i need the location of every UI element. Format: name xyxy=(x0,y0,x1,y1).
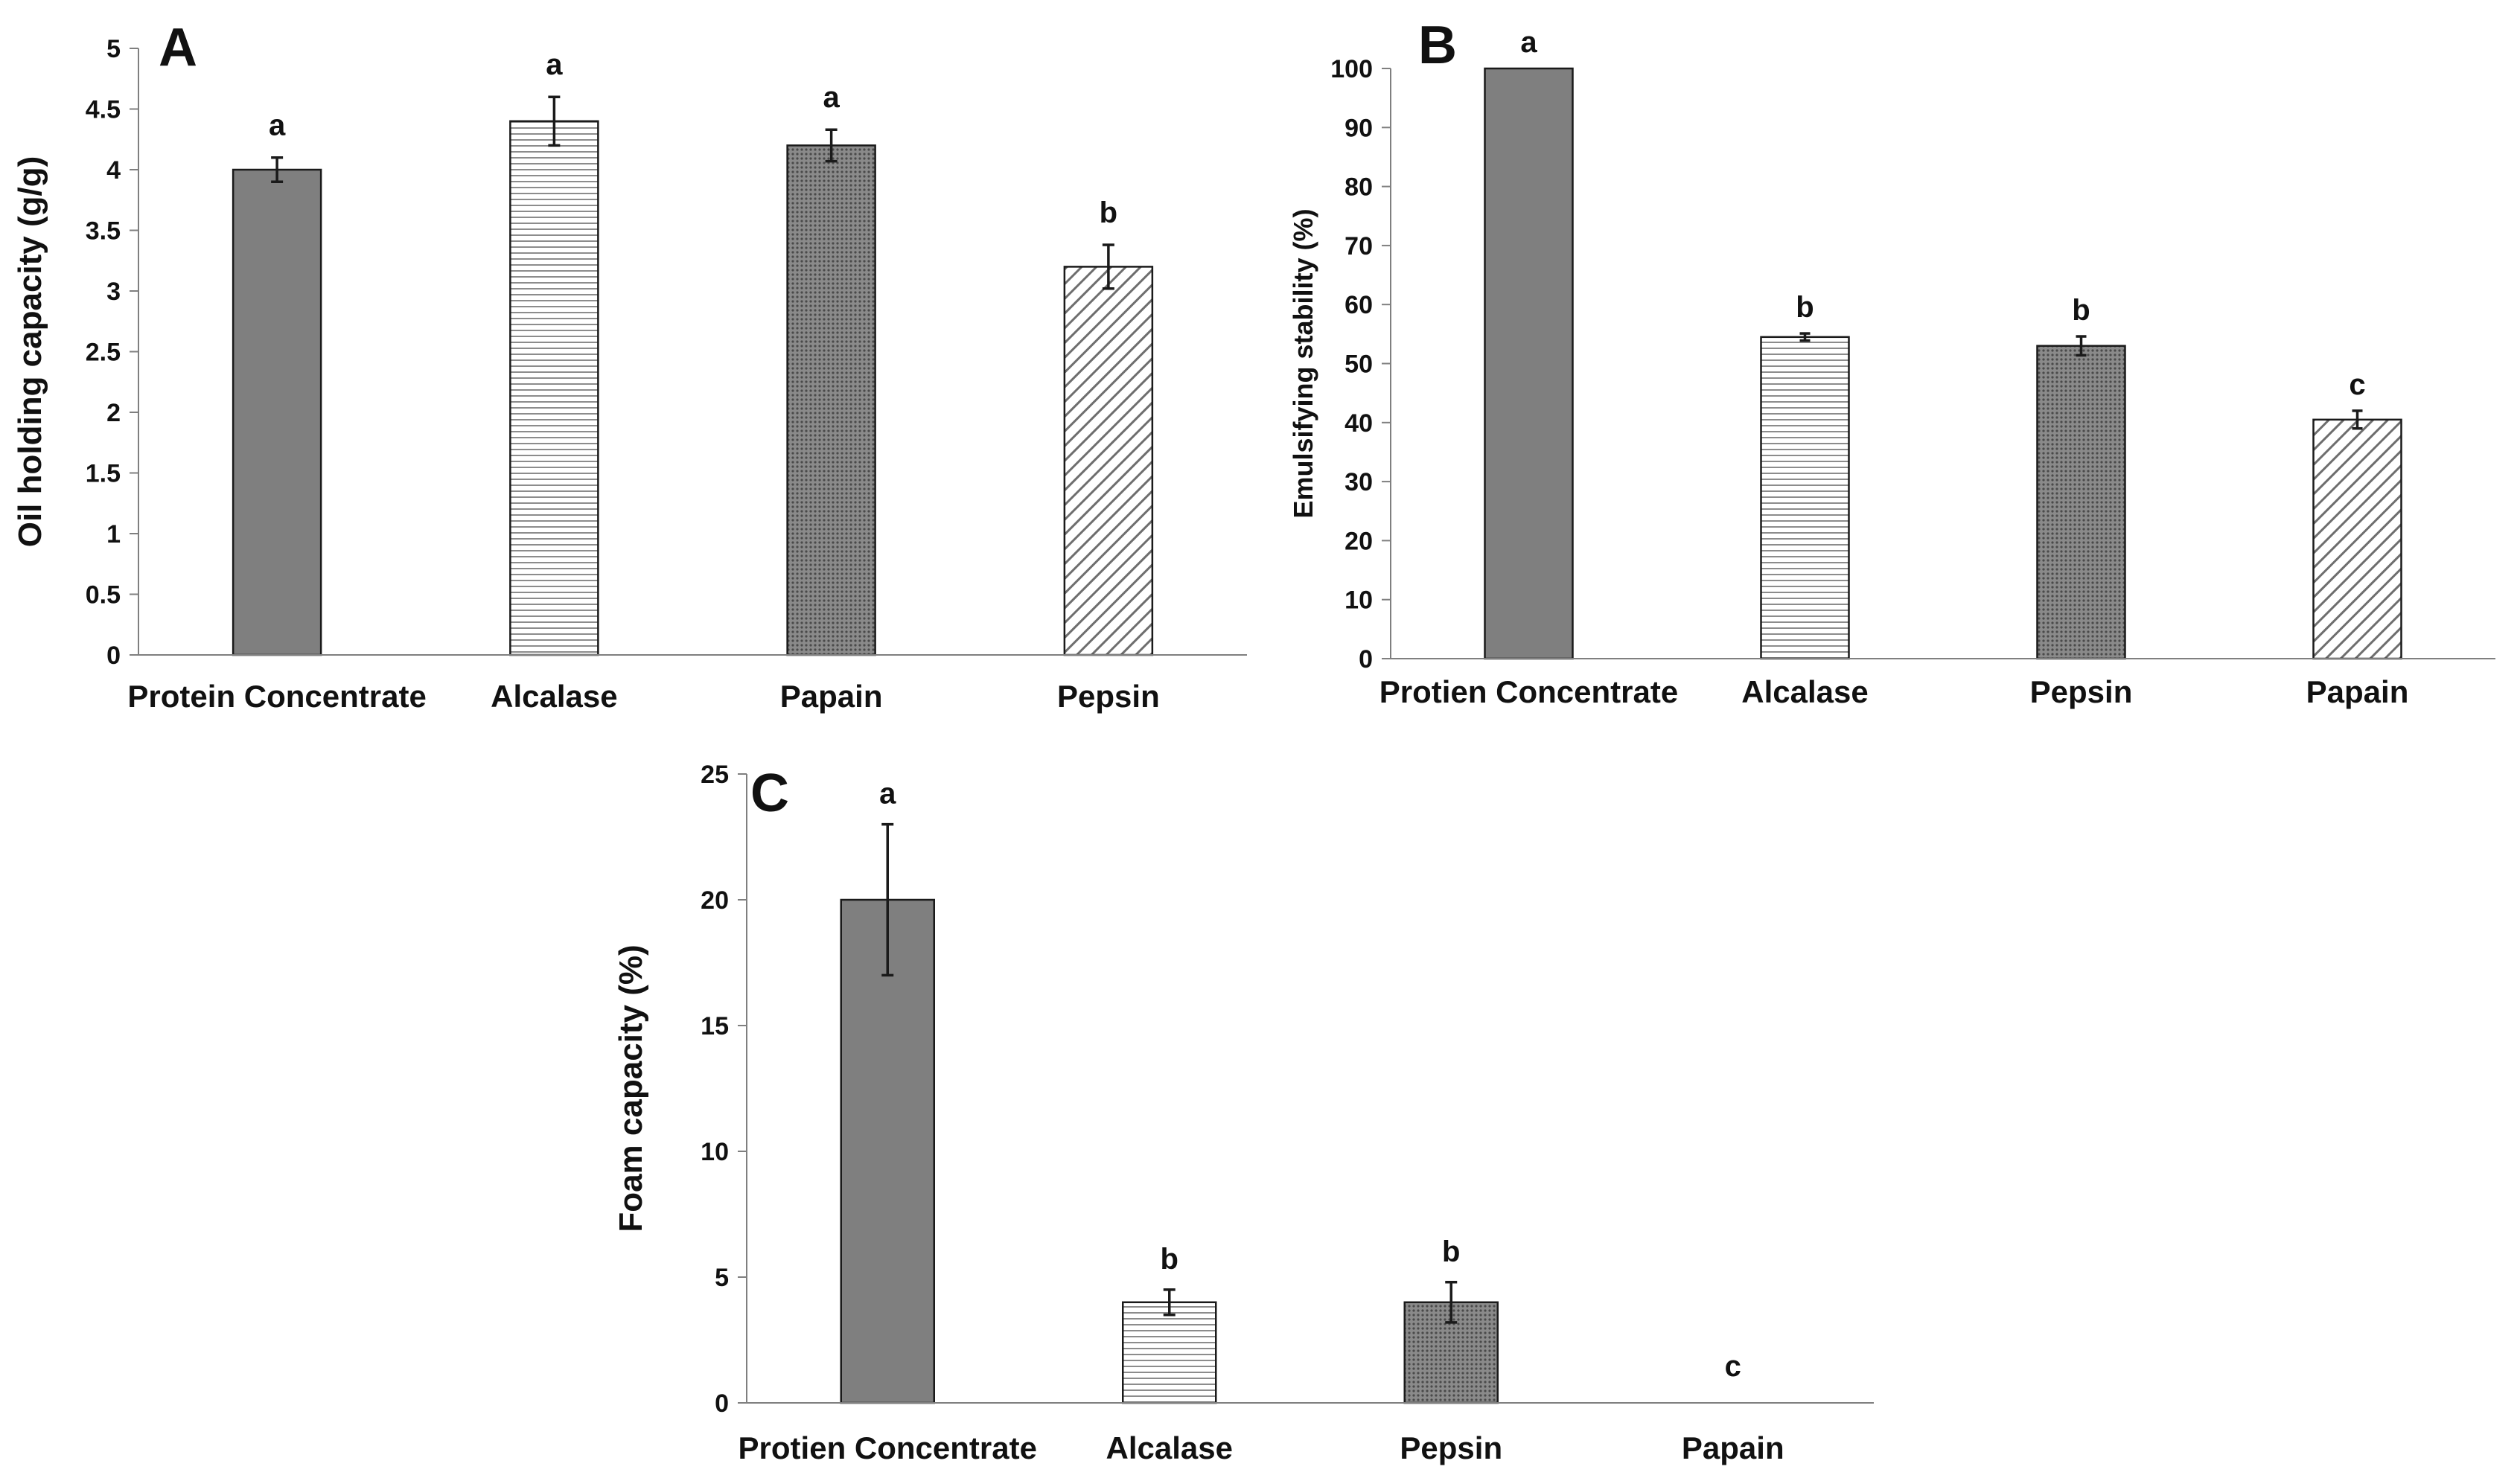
y-axis-title: Emulsifying stability (%) xyxy=(1288,208,1318,518)
category-label: Pepsin xyxy=(1057,679,1160,714)
chart-panel-b: 0 10 20 30 40 50 60 70 80 90 100 a Protien Concentra… xyxy=(1288,16,2495,709)
y-tick-label: 90 xyxy=(1344,114,1373,142)
y-tick-label: 0 xyxy=(1359,645,1373,674)
category-label: Alcalase xyxy=(491,679,617,714)
y-tick-label: 40 xyxy=(1344,409,1373,438)
significance-letter: b xyxy=(1100,196,1117,229)
significance-letter: b xyxy=(1442,1235,1460,1268)
y-tick-label: 50 xyxy=(1344,351,1373,379)
y-tick-label: 5 xyxy=(106,35,121,63)
bar xyxy=(232,168,322,656)
y-tick-label: 4.5 xyxy=(86,96,121,124)
bar xyxy=(786,144,876,656)
significance-letter: c xyxy=(2349,368,2365,401)
bar xyxy=(1063,266,1154,656)
bar xyxy=(2036,345,2126,660)
y-tick-label: 70 xyxy=(1344,232,1373,260)
significance-letter: a xyxy=(823,81,840,114)
bar xyxy=(1760,336,1850,660)
significance-letter: a xyxy=(269,109,286,142)
category-label: Alcalase xyxy=(1106,1430,1233,1465)
panel-label: B xyxy=(1418,16,1457,75)
y-tick-label: 0 xyxy=(106,642,121,670)
bar xyxy=(840,898,935,1404)
y-tick-label: 100 xyxy=(1330,55,1373,83)
y-tick-label: 60 xyxy=(1344,291,1373,319)
y-tick-label: 15 xyxy=(701,1012,729,1040)
significance-letter: b xyxy=(1796,291,1814,324)
bar xyxy=(1484,67,1574,660)
significance-letter: c xyxy=(1725,1350,1741,1383)
chart-panel-c: 0 5 10 15 20 25 a Protien Concentrate b Alcalase b… xyxy=(613,761,1874,1465)
y-tick-label: 10 xyxy=(701,1138,729,1166)
y-tick-label: 2 xyxy=(106,399,121,427)
y-tick-label: 2.5 xyxy=(86,339,121,367)
y-tick-label: 4 xyxy=(106,156,121,185)
y-tick-label: 80 xyxy=(1344,173,1373,202)
y-axis-title: Oil holding capacity (g/g) xyxy=(12,156,48,548)
significance-letter: a xyxy=(1520,26,1537,59)
category-label: Protein Concentrate xyxy=(127,679,426,714)
category-label: Pepsin xyxy=(1400,1430,1502,1465)
bar xyxy=(509,120,599,656)
bar xyxy=(2312,418,2402,660)
y-tick-label: 3 xyxy=(106,278,121,306)
panel-label: A xyxy=(159,18,197,77)
y-tick-label: 25 xyxy=(701,761,729,789)
y-tick-label: 20 xyxy=(701,886,729,915)
category-label: Papain xyxy=(2306,674,2409,709)
y-tick-label: 5 xyxy=(715,1264,729,1292)
significance-letter: a xyxy=(546,48,563,81)
category-label: Papain xyxy=(1682,1430,1784,1465)
category-label: Papain xyxy=(780,679,883,714)
category-label: Protien Concentrate xyxy=(1379,674,1678,709)
y-tick-label: 1.5 xyxy=(86,460,121,488)
y-axis-title: Foam capacity (%) xyxy=(613,944,649,1232)
y-tick-label: 3.5 xyxy=(86,217,121,246)
significance-letter: a xyxy=(879,778,896,810)
y-tick-label: 0 xyxy=(715,1389,729,1418)
y-tick-label: 30 xyxy=(1344,468,1373,496)
panel-label: C xyxy=(750,764,789,823)
y-tick-label: 0.5 xyxy=(86,581,121,610)
category-label: Pepsin xyxy=(2030,674,2133,709)
y-tick-label: 1 xyxy=(106,520,121,548)
y-tick-label: 10 xyxy=(1344,586,1373,615)
bar xyxy=(1122,1301,1217,1404)
significance-letter: b xyxy=(2072,294,2090,327)
y-tick-label: 20 xyxy=(1344,527,1373,555)
category-label: Alcalase xyxy=(1741,674,1868,709)
category-label: Protien Concentrate xyxy=(739,1430,1037,1465)
significance-letter: b xyxy=(1161,1243,1178,1276)
chart-panel-a: 0 0.5 1 1.5 2 2.5 3 3.5 4 4.5 5 a Protein Concentrat… xyxy=(12,18,1247,714)
